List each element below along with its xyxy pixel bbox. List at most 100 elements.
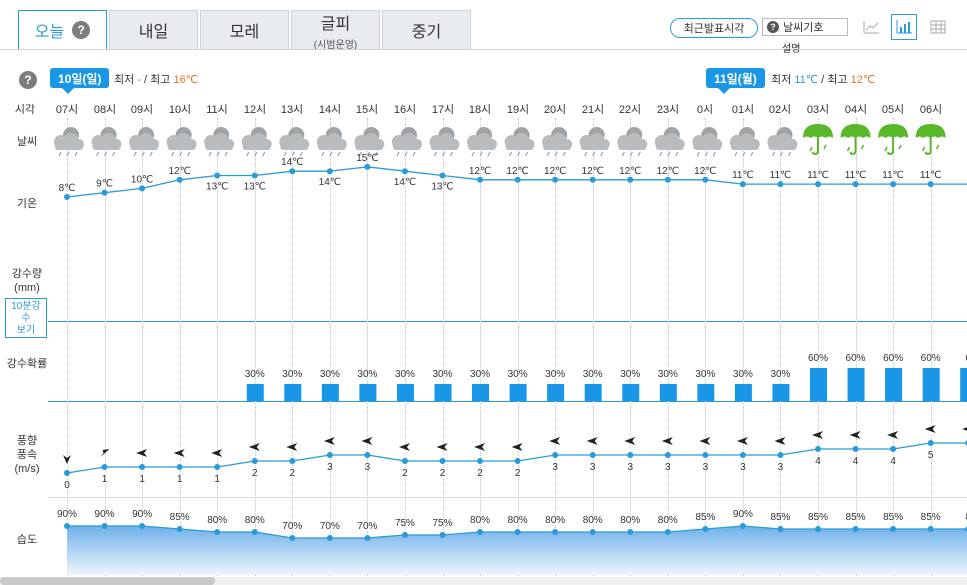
temperature-label: 12℃ bbox=[469, 166, 491, 177]
humidity-label: 85% bbox=[695, 512, 715, 523]
humidity-point bbox=[477, 529, 484, 535]
rain-drop bbox=[329, 151, 333, 157]
help-icon[interactable]: ? bbox=[72, 21, 91, 39]
temperature-label: 15℃ bbox=[356, 153, 378, 164]
wind-speed-point bbox=[477, 458, 484, 464]
cloudy-rain-icon bbox=[542, 127, 573, 157]
humidity-point bbox=[927, 526, 934, 532]
rain-drop bbox=[433, 151, 438, 157]
wind-speed-point bbox=[927, 440, 934, 446]
hour-label: 20시 bbox=[543, 104, 567, 116]
wind-direction-arrow bbox=[63, 455, 71, 464]
cloudy-rain-icon bbox=[166, 127, 197, 157]
humidity-point bbox=[326, 535, 333, 541]
humidity-label: 8 bbox=[965, 512, 967, 523]
hour-label: 09시 bbox=[130, 104, 154, 116]
umbrella-hook bbox=[849, 150, 857, 156]
wind-speed-label: 2 bbox=[477, 468, 483, 479]
temperature-point bbox=[777, 181, 784, 188]
wind-row-label: 풍향 풍속 (m/s) bbox=[2, 434, 52, 476]
help-icon[interactable]: ? bbox=[19, 71, 37, 89]
line-graph-view-button[interactable] bbox=[858, 14, 884, 40]
precip-probability-bar bbox=[622, 384, 640, 401]
humidity-label: 85% bbox=[770, 512, 790, 523]
table-icon bbox=[930, 20, 946, 34]
rain-drop bbox=[667, 151, 671, 157]
wind-direction-arrow bbox=[849, 431, 861, 439]
temperature-label: 12℃ bbox=[582, 166, 604, 177]
wind-speed-point bbox=[326, 452, 333, 458]
tab-today[interactable]: 오늘 ? bbox=[18, 10, 107, 50]
umbrella-hook bbox=[924, 150, 932, 156]
temperature-point bbox=[514, 176, 521, 183]
humidity-point bbox=[702, 526, 709, 532]
bar-graph-view-button[interactable] bbox=[891, 14, 917, 40]
cloud-base bbox=[693, 143, 722, 150]
wind-direction-arrow bbox=[624, 437, 636, 445]
rain-drop bbox=[696, 151, 700, 157]
temperature-point bbox=[101, 189, 108, 196]
humidity-point bbox=[64, 523, 70, 529]
time-row-label: 시각 bbox=[14, 104, 36, 116]
tab-three-days-later[interactable]: 글피 (시범운영) bbox=[291, 10, 380, 51]
wind-speed-label: 2 bbox=[402, 468, 408, 479]
cloud-base bbox=[468, 143, 497, 150]
cloudy-rain-icon bbox=[391, 127, 422, 157]
hour-gridline bbox=[593, 118, 594, 580]
bar-graph-icon bbox=[896, 20, 912, 34]
scrollbar-thumb[interactable] bbox=[0, 577, 215, 585]
precip-probability-label: 30% bbox=[432, 369, 452, 380]
humidity-point bbox=[589, 529, 596, 535]
wind-direction-arrow bbox=[887, 431, 899, 439]
wind-direction-arrow bbox=[323, 437, 335, 445]
recent-release-button[interactable]: 최근발표시각 bbox=[670, 18, 758, 38]
rain-drop bbox=[487, 151, 491, 157]
hour-label: 13시 bbox=[280, 104, 304, 116]
tab-sublabel: (시범운영) bbox=[313, 39, 358, 51]
wind-direction-arrow bbox=[812, 431, 823, 439]
horizontal-scrollbar[interactable] bbox=[0, 577, 967, 585]
humidity-point bbox=[777, 526, 784, 532]
wind-direction-arrow bbox=[511, 443, 523, 451]
rain-drop bbox=[224, 151, 228, 157]
umbrella-icon bbox=[840, 124, 871, 156]
humidity-row-label: 습도 bbox=[16, 534, 38, 546]
hour-gridline bbox=[367, 118, 368, 580]
cloudy-rain-icon bbox=[504, 127, 535, 157]
rain-drop bbox=[187, 151, 191, 157]
umbrella-icon bbox=[878, 124, 909, 156]
temperature-point bbox=[364, 163, 371, 170]
rain-drop bbox=[921, 146, 926, 152]
tab-day-after-tomorrow[interactable]: 모레 bbox=[200, 10, 289, 50]
legend-button[interactable]: ? 날씨기호 bbox=[762, 18, 848, 36]
temperature-row-label: 기온 bbox=[16, 198, 38, 210]
temperature-point bbox=[214, 172, 221, 179]
ten-minute-precip-button[interactable]: 10분강 수 보기 bbox=[5, 298, 47, 338]
tab-divider bbox=[0, 49, 967, 50]
temperature-label: 12℃ bbox=[694, 166, 716, 177]
precip-probability-label: 30% bbox=[733, 369, 753, 380]
cloud-base bbox=[92, 143, 121, 150]
wind-speed-point bbox=[739, 452, 746, 458]
rain-drop bbox=[779, 151, 784, 157]
cloudy-rain-icon bbox=[767, 127, 798, 157]
cloudy-rain-icon bbox=[54, 127, 84, 157]
umbrella-hook bbox=[887, 150, 895, 156]
tab-tomorrow[interactable]: 내일 bbox=[109, 10, 198, 50]
precip-probability-label: 60% bbox=[808, 353, 828, 364]
cloud-base bbox=[430, 143, 459, 150]
max-temp: 12℃ bbox=[850, 74, 876, 86]
precip-probability-bar bbox=[734, 384, 752, 401]
day2-minmax: 최저 11℃ / 최고 12℃ bbox=[771, 71, 875, 87]
hour-label: 10시 bbox=[168, 104, 192, 116]
hour-gridline bbox=[292, 118, 293, 580]
humidity-label: 70% bbox=[282, 521, 302, 532]
rain-drop bbox=[517, 151, 521, 157]
wind-speed-label: 4 bbox=[890, 456, 896, 467]
table-view-button[interactable] bbox=[925, 14, 951, 40]
wind-speed-label: 3 bbox=[778, 462, 784, 473]
precip-probability-bar bbox=[960, 368, 967, 401]
wind-speed-label: 2 bbox=[290, 468, 296, 479]
min-label: 최저 bbox=[114, 74, 135, 86]
wind-speed-point bbox=[139, 464, 146, 470]
